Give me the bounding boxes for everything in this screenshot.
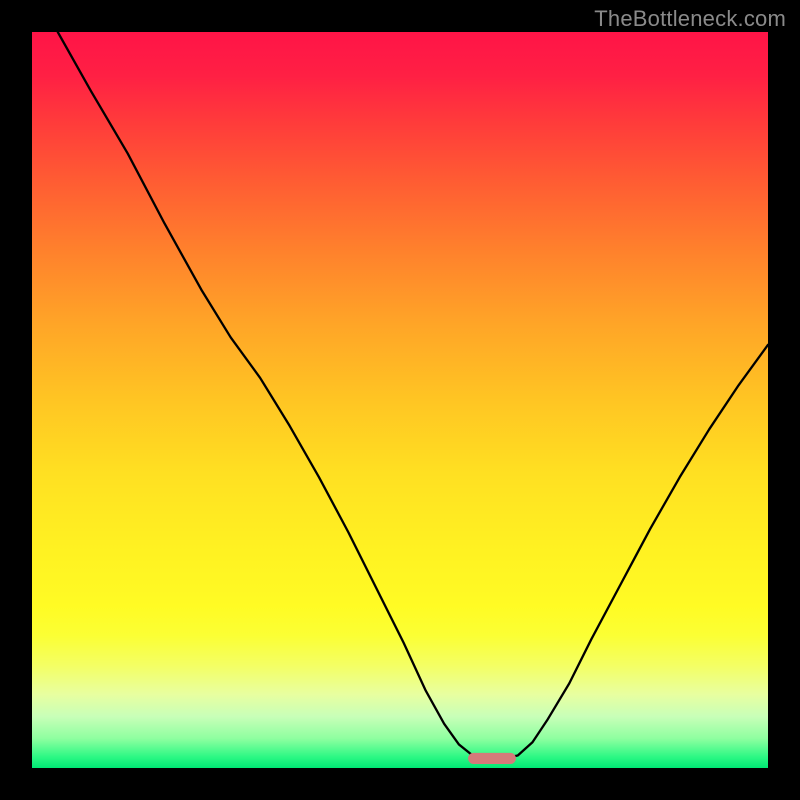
gradient-background	[32, 32, 768, 768]
optimum-marker	[468, 753, 516, 764]
watermark-text: TheBottleneck.com	[594, 6, 786, 32]
bottleneck-plot	[32, 32, 768, 768]
chart-frame: TheBottleneck.com	[0, 0, 800, 800]
